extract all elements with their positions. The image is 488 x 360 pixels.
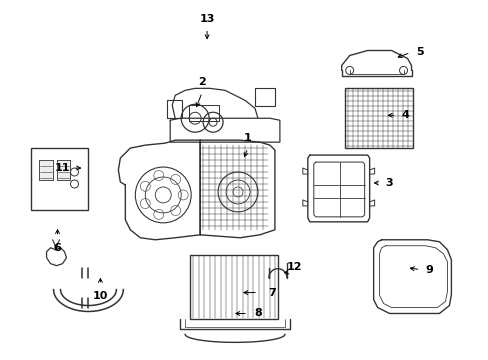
Text: 2: 2 (198, 77, 205, 87)
Bar (167, 100, 182, 118)
Text: 11: 11 (55, 163, 70, 173)
Text: 3: 3 (385, 178, 392, 188)
Bar (39, 160, 52, 180)
Text: 13: 13 (199, 14, 214, 24)
Text: 12: 12 (286, 262, 302, 272)
Text: 1: 1 (244, 133, 251, 143)
Bar (344, 88, 412, 148)
Bar (189, 105, 219, 121)
Text: 6: 6 (54, 243, 61, 253)
Bar (190, 255, 277, 319)
Bar (39, 160, 52, 180)
Text: 5: 5 (415, 48, 423, 58)
Bar (57, 160, 70, 180)
Bar (57, 160, 70, 180)
Text: 7: 7 (267, 288, 275, 298)
Bar (254, 88, 274, 106)
Bar (31, 148, 88, 210)
Text: 4: 4 (401, 110, 408, 120)
Text: 8: 8 (254, 309, 261, 319)
Text: 10: 10 (93, 291, 108, 301)
Text: 9: 9 (425, 265, 432, 275)
